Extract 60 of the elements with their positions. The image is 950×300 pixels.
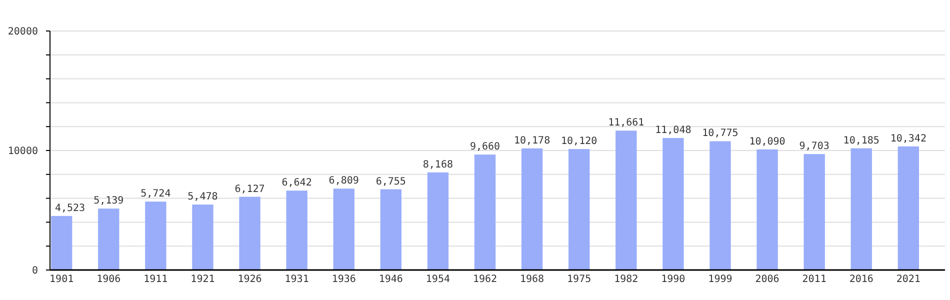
x-tick-label: 1931	[284, 274, 309, 285]
x-tick-label: 2006	[755, 274, 780, 285]
bar	[568, 149, 590, 270]
bar	[192, 204, 214, 270]
x-tick-label: 1962	[472, 274, 498, 285]
data-label: 11,048	[655, 124, 692, 136]
bar	[286, 190, 308, 270]
bar	[333, 188, 354, 270]
data-label: 4,523	[54, 202, 86, 214]
bar	[145, 202, 166, 270]
bar	[850, 148, 872, 270]
bar	[239, 196, 260, 270]
data-label: 10,178	[514, 135, 550, 146]
bar	[521, 148, 543, 270]
x-tick-label: 1911	[144, 274, 168, 285]
x-tick-label: 1999	[708, 274, 732, 285]
data-label: 11,661	[608, 118, 644, 129]
x-tick-label: 1901	[50, 274, 74, 285]
data-label: 9,703	[799, 141, 830, 152]
bar	[662, 138, 684, 270]
y-tick-label: 10000	[8, 146, 38, 157]
x-tick-label: 2016	[849, 274, 874, 285]
data-label: 10,185	[843, 135, 880, 146]
x-tick-label: 1906	[96, 274, 121, 285]
bar	[380, 189, 402, 270]
data-label: 10,090	[749, 136, 786, 148]
data-label: 6,127	[234, 184, 265, 195]
bar	[804, 154, 825, 270]
bar	[756, 149, 778, 270]
bar	[51, 216, 72, 270]
bar	[427, 172, 449, 270]
bar	[710, 141, 731, 270]
data-label: 6,809	[328, 176, 359, 187]
x-tick-label: 1926	[238, 274, 262, 285]
data-label: 6,642	[282, 178, 312, 189]
x-tick-label: 2011	[802, 274, 826, 285]
bar	[98, 208, 120, 270]
data-label: 5,724	[140, 188, 171, 200]
data-label: 10,120	[561, 136, 598, 148]
data-label: 8,168	[422, 159, 454, 170]
bar	[474, 154, 496, 270]
data-label: 10,775	[702, 128, 738, 140]
bar	[616, 130, 637, 270]
x-tick-label: 1936	[332, 274, 356, 285]
x-tick-label: 1946	[378, 274, 403, 285]
data-label: 6,755	[376, 176, 406, 188]
y-tick-label: 20000	[8, 26, 38, 38]
x-tick-label: 1975	[567, 274, 592, 285]
x-tick-label: 1990	[661, 274, 686, 285]
data-label: 9,660	[470, 142, 500, 153]
x-tick-label: 2021	[896, 274, 920, 285]
x-tick-label: 1954	[426, 274, 450, 285]
data-label: 10,342	[890, 133, 926, 144]
y-tick-label: 0	[32, 266, 38, 276]
bar	[898, 146, 919, 270]
x-tick-label: 1968	[520, 274, 544, 285]
x-tick-label: 1982	[614, 274, 638, 285]
data-label: 5,478	[188, 192, 218, 203]
x-tick-label: 1921	[190, 274, 215, 285]
data-label: 5,139	[94, 196, 124, 207]
